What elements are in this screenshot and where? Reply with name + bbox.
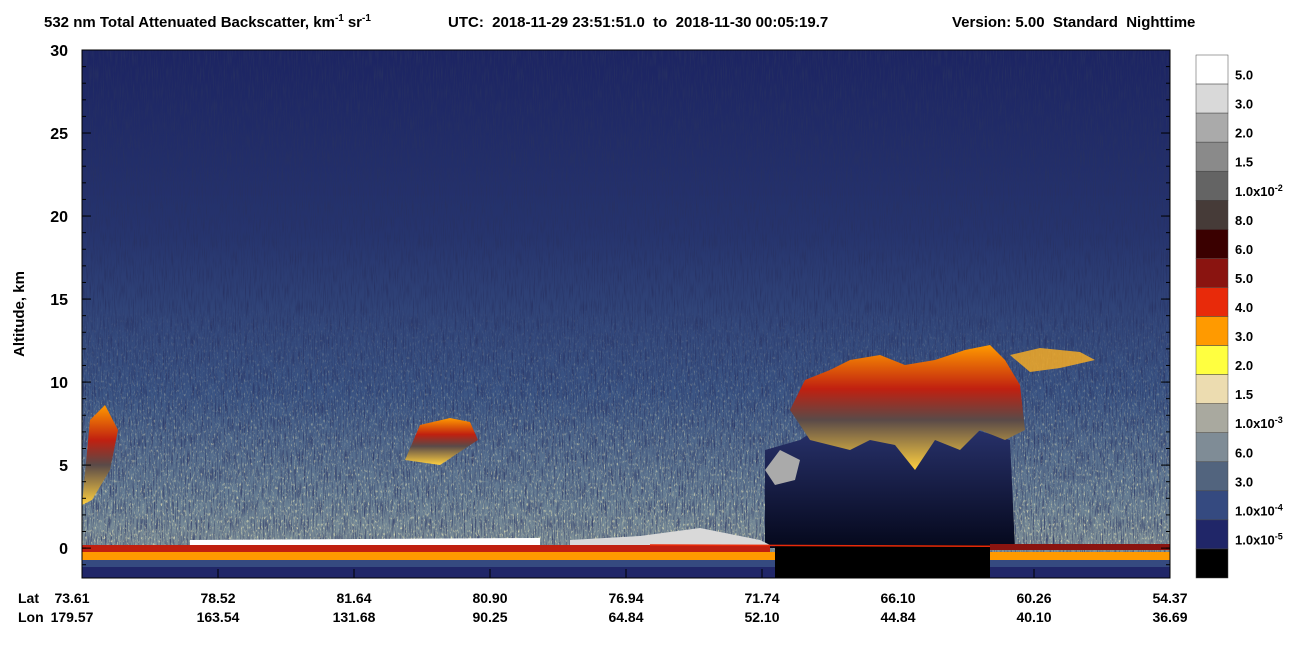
lon-label: 40.10 bbox=[1016, 609, 1051, 625]
lat-label: 71.74 bbox=[744, 590, 779, 606]
backscatter-image bbox=[82, 50, 1170, 578]
lon-label: 90.25 bbox=[472, 609, 507, 625]
title-sup: -1 bbox=[362, 13, 371, 24]
lat-label: 78.52 bbox=[200, 590, 235, 606]
y-tick-label: 30 bbox=[50, 43, 68, 60]
y-tick-label: 5 bbox=[59, 458, 68, 475]
colorbar-swatch bbox=[1195, 432, 1229, 463]
y-tick-label: 20 bbox=[50, 209, 68, 226]
colorbar-label: 2.0 bbox=[1235, 126, 1253, 141]
lon-label: 44.84 bbox=[880, 609, 915, 625]
colorbar-label-exp: -2 bbox=[1275, 183, 1283, 193]
colorbar-swatch bbox=[1195, 490, 1229, 521]
colorbar-swatch bbox=[1195, 229, 1229, 259]
colorbar-label: 4.0 bbox=[1235, 300, 1253, 315]
colorbar-swatch bbox=[1195, 316, 1229, 346]
colorbar-swatch bbox=[1195, 403, 1229, 433]
y-axis-label: Altitude, km bbox=[11, 271, 28, 357]
colorbar-label: 3.0 bbox=[1235, 474, 1253, 489]
colorbar-label-base: 1.0x10 bbox=[1235, 184, 1275, 199]
lat-label: 60.26 bbox=[1016, 590, 1051, 606]
colorbar-label: 1.5 bbox=[1235, 387, 1253, 402]
colorbar-label-exp: -5 bbox=[1275, 531, 1283, 541]
colorbar-label: 3.0 bbox=[1235, 329, 1253, 344]
colorbar-label: 1.5 bbox=[1235, 155, 1253, 170]
lon-label: 36.69 bbox=[1152, 609, 1187, 625]
chart-title: 532 nm Total Attenuated Backscatter, km-… bbox=[44, 13, 371, 31]
colorbar-swatch bbox=[1195, 287, 1229, 317]
y-tick-label: 0 bbox=[59, 541, 68, 558]
lon-label: 131.68 bbox=[333, 609, 376, 625]
colorbar-label: 8.0 bbox=[1235, 213, 1253, 228]
lat-label: 54.37 bbox=[1152, 590, 1187, 606]
colorbar-swatch bbox=[1195, 258, 1229, 288]
colorbar-label: 5.0 bbox=[1235, 271, 1253, 286]
version: Version: 5.00 Standard Nighttime bbox=[952, 14, 1195, 31]
colorbar-label: 6.0 bbox=[1235, 445, 1253, 460]
title-sup: -1 bbox=[335, 13, 344, 24]
lat-label: 66.10 bbox=[880, 590, 915, 606]
colorbar-swatch bbox=[1195, 374, 1229, 404]
colorbar-label: 1.0x10-2 bbox=[1235, 183, 1283, 199]
colorbar-label: 5.0 bbox=[1235, 68, 1253, 83]
lat-label: 80.90 bbox=[472, 590, 507, 606]
title-text: 532 nm Total Attenuated Backscatter, km bbox=[44, 14, 335, 31]
lon-label: 64.84 bbox=[608, 609, 643, 625]
colorbar-swatch bbox=[1195, 141, 1229, 172]
y-tick-label: 10 bbox=[50, 375, 68, 392]
colorbar-label-base: 1.0x10 bbox=[1235, 503, 1275, 518]
lon-label: 179.57 bbox=[51, 609, 94, 625]
y-tick-label: 25 bbox=[50, 126, 68, 143]
lon-label: 163.54 bbox=[197, 609, 240, 625]
lat-label: 76.94 bbox=[608, 590, 643, 606]
lat-label: 73.61 bbox=[54, 590, 89, 606]
colorbar-swatch bbox=[1195, 461, 1229, 492]
colorbar-swatch bbox=[1195, 200, 1229, 230]
colorbar-swatch bbox=[1195, 345, 1229, 375]
lat-header: Lat bbox=[18, 590, 39, 606]
colorbar-label-exp: -3 bbox=[1275, 415, 1283, 425]
colorbar-swatch bbox=[1195, 170, 1229, 201]
lon-label: 52.10 bbox=[744, 609, 779, 625]
colorbar-swatch bbox=[1195, 112, 1229, 143]
colorbar-label: 1.0x10-4 bbox=[1235, 502, 1283, 518]
utc-range: UTC: 2018-11-29 23:51:51.0 to 2018-11-30… bbox=[448, 14, 828, 31]
colorbar-swatch bbox=[1195, 519, 1229, 550]
colorbar-label: 6.0 bbox=[1235, 242, 1253, 257]
colorbar-label-exp: -4 bbox=[1275, 502, 1283, 512]
colorbar-swatch bbox=[1195, 548, 1229, 579]
colorbar-swatch bbox=[1195, 83, 1229, 114]
colorbar-label: 1.0x10-5 bbox=[1235, 531, 1283, 547]
lon-header: Lon bbox=[18, 609, 44, 625]
y-tick-label: 15 bbox=[50, 292, 68, 309]
colorbar-label: 1.0x10-3 bbox=[1235, 415, 1283, 431]
title-text: sr bbox=[348, 14, 362, 31]
colorbar-label-base: 1.0x10 bbox=[1235, 416, 1275, 431]
colorbar-label-base: 1.0x10 bbox=[1235, 532, 1275, 547]
colorbar-label: 2.0 bbox=[1235, 358, 1253, 373]
lat-label: 81.64 bbox=[336, 590, 371, 606]
colorbar-swatch bbox=[1195, 54, 1229, 85]
colorbar-label: 3.0 bbox=[1235, 97, 1253, 112]
